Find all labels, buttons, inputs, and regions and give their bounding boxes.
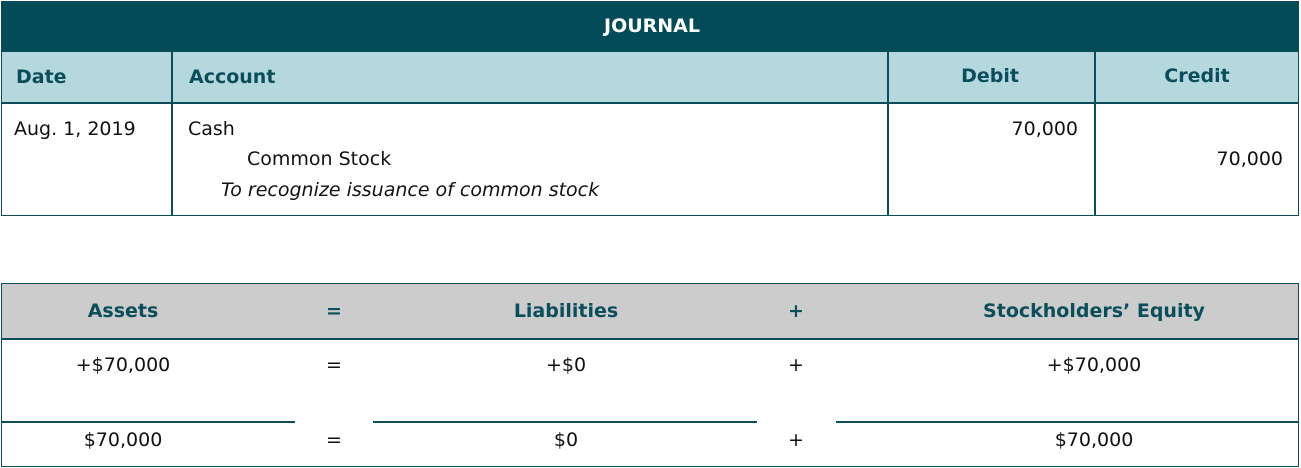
journal-title: JOURNAL [604,15,700,37]
equation-header: = [326,300,342,322]
equation-cell: + [788,429,804,451]
equation-cell: $70,000 [83,429,163,451]
total-line [836,421,1299,423]
row-divider [1,102,1299,104]
header-cell: Credit [1164,65,1230,87]
equation-border [1,283,1299,467]
equation-header: Stockholders’ Equity [983,300,1205,322]
equation-cell: = [326,354,342,376]
header-cell: Debit [961,65,1019,87]
equation-cell: = [326,429,342,451]
equation-header: + [788,300,804,322]
entry-description: To recognize issuance of common stock [221,179,600,201]
entry-date: Aug. 1, 2019 [14,118,136,140]
header-cell: Account [189,66,276,88]
equation-cell: +$70,000 [75,354,171,376]
equation-header: Liabilities [513,300,619,322]
row-divider [1,338,1299,340]
header-cell: Date [16,66,67,88]
equation-header-row [1,283,1299,338]
debit-amount: 70,000 [1011,118,1078,140]
total-line [373,421,757,423]
journal-header-row [1,52,1299,103]
equation-header: Assets [87,300,159,322]
col-divider [887,52,889,216]
equation-cell: +$0 [545,354,587,376]
equation-cell: $70,000 [1054,429,1134,451]
equation-cell: +$70,000 [1046,354,1142,376]
journal-title-bar [1,1,1299,52]
col-divider [1094,52,1096,216]
credit-account: Common Stock [247,148,392,170]
journal-border [1,1,1299,216]
debit-account: Cash [188,118,235,140]
equation-cell: $0 [553,429,579,451]
credit-amount: 70,000 [1216,148,1283,170]
total-line [1,421,295,423]
equation-cell: + [788,354,804,376]
col-divider [171,52,173,216]
